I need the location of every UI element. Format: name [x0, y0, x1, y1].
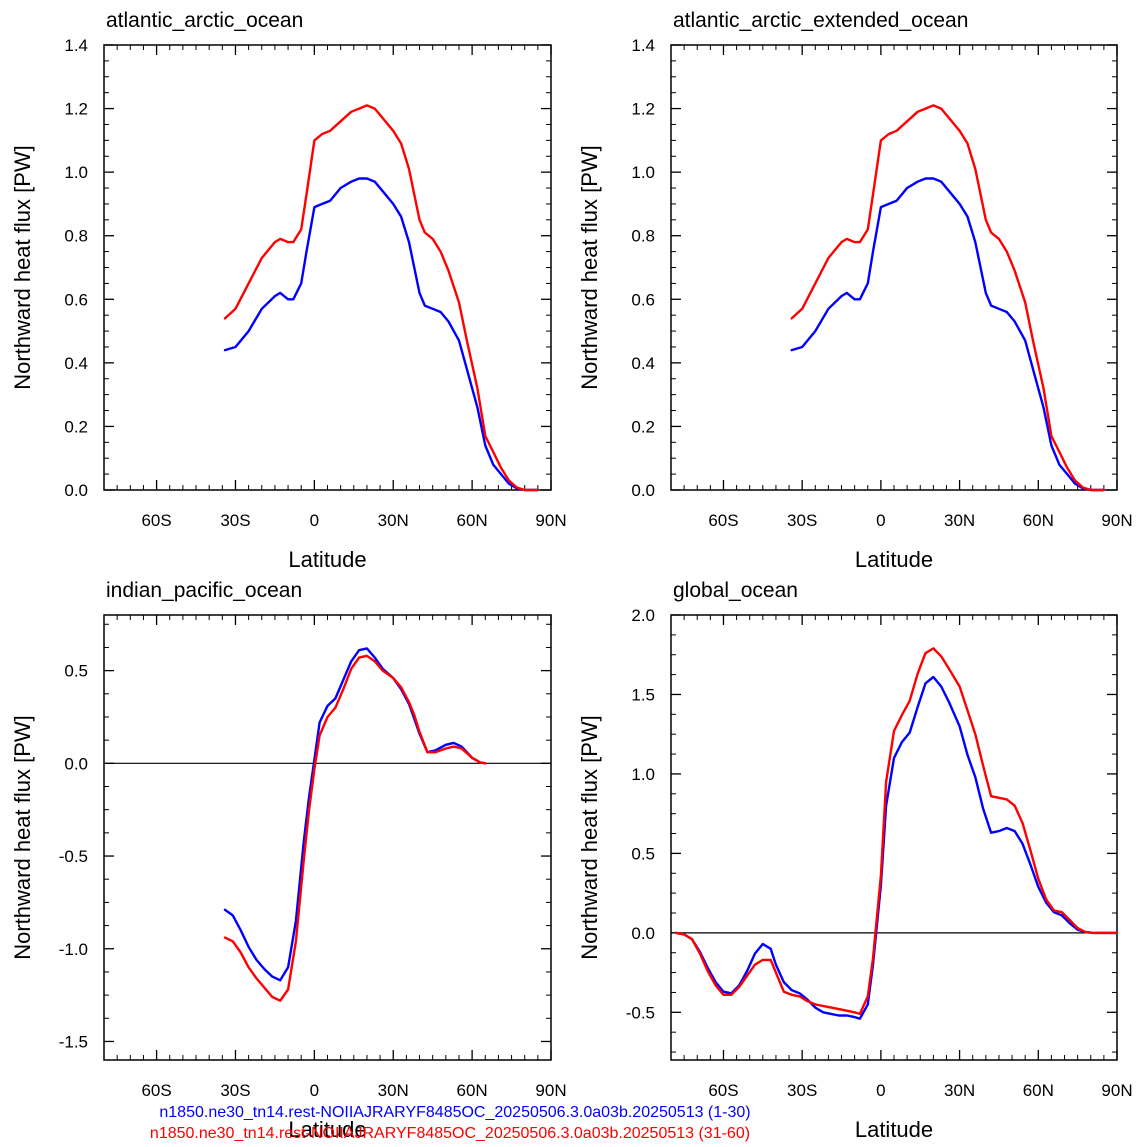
series-1-line [223, 177, 540, 492]
x-tick-label: 60N [1023, 511, 1054, 530]
x-tick-label: 30S [787, 1081, 817, 1100]
y-axis-label: Northward heat flux [PW] [577, 715, 602, 960]
x-tick-label: 60S [141, 1081, 171, 1100]
panel-atlantic_arctic_extended_ocean: 60S 30S 0 30N 60N 90N 0.0 0.2 0.4 0.6 0.8 1.0 1.2 1.4… [577, 9, 1133, 572]
plot-frame [103, 614, 552, 1061]
legend-series2: n1850.ne30_tn14.rest-NOIIAJRARYF8485OC_2… [150, 1125, 750, 1142]
y-tick-label: 0.0 [64, 481, 88, 500]
x-tick-label: 0 [310, 1081, 319, 1100]
x-tick-label: 60S [708, 511, 738, 530]
y-tick-label: 0.4 [64, 354, 88, 373]
y-tick-label: 0.5 [64, 662, 88, 681]
y-tick-label: 1.0 [631, 765, 655, 784]
x-tick-label: 0 [876, 1081, 885, 1100]
x-tick-label: 30S [220, 1081, 250, 1100]
x-tick-label: 90N [535, 1081, 566, 1100]
x-tick-label: 30N [944, 511, 975, 530]
x-tick-label: 30N [944, 1081, 975, 1100]
y-tick-label: 1.4 [631, 36, 655, 55]
x-axis-label: Latitude [288, 1117, 366, 1142]
x-axis-label: Latitude [855, 547, 933, 572]
panel-global_ocean: 60S 30S 0 30N 60N 90N -0.5 0.0 0.5 1.0 1.5 2.0 globa… [577, 579, 1133, 1142]
y-tick-label: 0.8 [64, 227, 88, 246]
panel-indian_pacific_ocean: 60S 30S 0 30N 60N 90N -1.5 -1.0 -0.5 0.0 0.5 indian… [10, 579, 567, 1142]
series-2-line [675, 647, 1119, 1016]
x-tick-label: 30N [378, 1081, 409, 1100]
y-tick-label: 1.0 [631, 163, 655, 182]
x-tick-label: 0 [310, 511, 319, 530]
panel-title: atlantic_arctic_ocean [106, 9, 303, 32]
y-tick-label: 0.0 [631, 481, 655, 500]
series-2-line [790, 104, 1106, 492]
x-tick-label: 60N [457, 1081, 488, 1100]
x-tick-label: 60N [1023, 1081, 1054, 1100]
x-tick-label: 30S [220, 511, 250, 530]
x-tick-label: 90N [1101, 511, 1132, 530]
y-tick-label: 0.2 [631, 417, 655, 436]
y-tick-label: -0.5 [59, 847, 88, 866]
y-tick-label: -0.5 [626, 1003, 655, 1022]
y-tick-label: 0.6 [631, 290, 655, 309]
panel-title: atlantic_arctic_extended_ocean [673, 9, 968, 32]
y-tick-label: 0.0 [64, 754, 88, 773]
panel-title: indian_pacific_ocean [106, 579, 302, 602]
y-tick-label: 1.5 [631, 685, 655, 704]
series-2-line [223, 654, 487, 1002]
y-axis-label: Northward heat flux [PW] [577, 145, 602, 390]
y-tick-label: 0.5 [631, 844, 655, 863]
plot-frame [670, 614, 1118, 1061]
y-tick-label: 1.2 [64, 100, 88, 119]
x-tick-label: 90N [1101, 1081, 1132, 1100]
y-tick-label: 1.2 [631, 100, 655, 119]
y-tick-label: 0.6 [64, 290, 88, 309]
legend-series1: n1850.ne30_tn14.rest-NOIIAJRARYF8485OC_2… [159, 1104, 750, 1121]
x-tick-label: 90N [535, 511, 566, 530]
x-tick-label: 60S [141, 511, 171, 530]
x-axis-label: Latitude [288, 547, 366, 572]
series-2-line [223, 104, 540, 492]
y-tick-label: 0.0 [631, 924, 655, 943]
panel-atlantic_arctic_ocean: 60S 30S 0 30N 60N 90N 0.0 0.2 0.4 0.6 0.8 1.0 1.2 1.4… [10, 9, 567, 572]
x-tick-label: 60S [708, 1081, 738, 1100]
panel-title: global_ocean [673, 579, 798, 602]
x-tick-label: 60N [457, 511, 488, 530]
series-1-line [223, 647, 487, 982]
x-axis-label: Latitude [855, 1117, 933, 1142]
y-axis-label: Northward heat flux [PW] [10, 145, 35, 390]
x-tick-label: 30N [378, 511, 409, 530]
y-tick-label: -1.5 [59, 1032, 88, 1051]
y-tick-label: 1.4 [64, 36, 88, 55]
y-tick-label: 0.8 [631, 227, 655, 246]
series-1-line [675, 675, 1119, 1020]
y-tick-label: 0.2 [64, 417, 88, 436]
x-tick-label: 0 [876, 511, 885, 530]
y-tick-label: 1.0 [64, 163, 88, 182]
series-1-line [790, 177, 1106, 492]
x-tick-label: 30S [787, 511, 817, 530]
y-tick-label: 2.0 [631, 606, 655, 625]
y-tick-label: -1.0 [59, 940, 88, 959]
y-tick-label: 0.4 [631, 354, 655, 373]
y-axis-label: Northward heat flux [PW] [10, 715, 35, 960]
